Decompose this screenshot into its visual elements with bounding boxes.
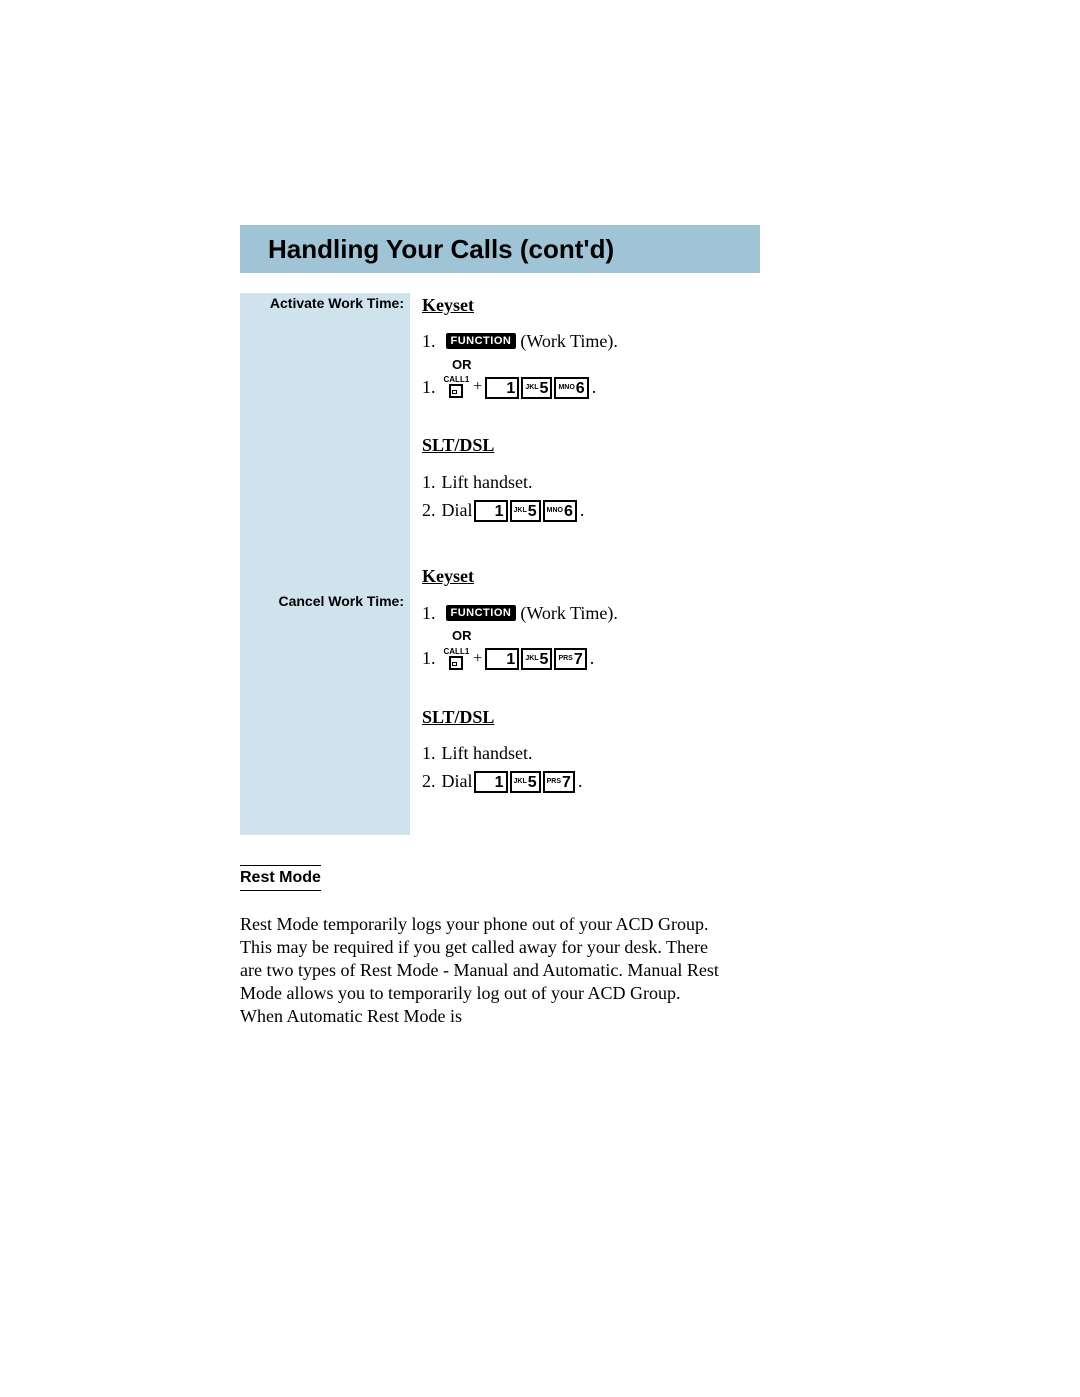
period: . xyxy=(580,498,585,522)
key-letters: MNO xyxy=(547,501,563,521)
heading-sltdsl: SLT/DSL xyxy=(422,705,840,729)
step-number: 1. xyxy=(422,329,436,353)
spacer xyxy=(422,675,840,705)
document-page: Handling Your Calls (cont'd) Activate Wo… xyxy=(240,225,840,1028)
step-number: 1. xyxy=(422,601,436,625)
step-number: 1. xyxy=(422,470,436,494)
key-digit: 1 xyxy=(495,773,504,793)
step-row: 1. Lift handset. xyxy=(422,741,840,765)
heading-rest-mode: Rest Mode xyxy=(240,865,321,891)
key-digit: 7 xyxy=(562,773,571,793)
dialpad-key-1: 1 xyxy=(485,648,519,670)
heading-sltdsl: SLT/DSL xyxy=(422,433,840,457)
call1-label: CALL1 xyxy=(444,648,470,656)
key-digit: 1 xyxy=(506,650,515,670)
step-row: 1. CALL1 + 1JKL5MNO6 . xyxy=(422,375,840,399)
key-sequence: 1JKL5PRS7 xyxy=(473,769,576,793)
step-row: 1. FUNCTION (Work Time). xyxy=(422,601,840,625)
key-digit: 5 xyxy=(528,773,537,793)
key-digit: 5 xyxy=(540,379,549,399)
key-digit: 7 xyxy=(574,650,583,670)
step-row: 2. Dial 1JKL5MNO6 . xyxy=(422,498,840,522)
dialpad-key-5: JKL5 xyxy=(521,377,552,399)
step-text: Lift handset. xyxy=(442,470,533,494)
left-column: Activate Work Time: Cancel Work Time: xyxy=(240,293,410,835)
title-bar: Handling Your Calls (cont'd) xyxy=(240,225,760,273)
function-key-icon: FUNCTION xyxy=(446,333,517,349)
spacer xyxy=(422,526,840,556)
key-sequence: 1JKL5MNO6 xyxy=(484,375,589,399)
step-text: (Work Time). xyxy=(520,329,618,353)
step-number: 2. xyxy=(422,769,436,793)
step-row: 1. Lift handset. xyxy=(422,470,840,494)
dialpad-key-5: JKL5 xyxy=(510,500,541,522)
step-row: 1. CALL1 + 1JKL5PRS7 . xyxy=(422,646,840,670)
plus-sign: + xyxy=(473,648,482,670)
step-number: 1. xyxy=(422,741,436,765)
key-digit: 6 xyxy=(564,502,573,522)
step-text: (Work Time). xyxy=(520,601,618,625)
call1-key-icon: CALL1 xyxy=(444,648,470,670)
key-digit: 5 xyxy=(540,650,549,670)
step-number: 2. xyxy=(422,498,436,522)
dialpad-key-6: MNO6 xyxy=(543,500,577,522)
call1-box-icon xyxy=(449,656,463,670)
call1-key-icon: CALL1 xyxy=(444,376,470,398)
period: . xyxy=(592,375,597,399)
period: . xyxy=(578,769,583,793)
label-activate-work-time: Activate Work Time: xyxy=(240,295,410,311)
key-digit: 1 xyxy=(506,379,515,399)
dialpad-key-1: 1 xyxy=(474,771,508,793)
key-letters: PRS xyxy=(558,649,572,669)
label-cancel-work-time: Cancel Work Time: xyxy=(240,593,410,609)
call1-label: CALL1 xyxy=(444,376,470,384)
dialpad-key-7: PRS7 xyxy=(543,771,575,793)
dialpad-key-5: JKL5 xyxy=(521,648,552,670)
spacer xyxy=(422,403,840,433)
key-digit: 6 xyxy=(576,379,585,399)
procedure-area: Activate Work Time: Cancel Work Time: Ke… xyxy=(240,293,840,835)
right-column: Keyset 1. FUNCTION (Work Time). OR 1. CA… xyxy=(410,293,840,835)
key-digit: 1 xyxy=(495,502,504,522)
spacer xyxy=(422,556,840,564)
rest-mode-body: Rest Mode temporarily logs your phone ou… xyxy=(240,913,720,1028)
function-key-icon: FUNCTION xyxy=(446,605,517,621)
dialpad-key-1: 1 xyxy=(485,377,519,399)
step-row: 1. FUNCTION (Work Time). xyxy=(422,329,840,353)
step-row: 2. Dial 1JKL5PRS7 . xyxy=(422,769,840,793)
rest-mode-heading-wrap: Rest Mode xyxy=(240,865,840,891)
key-letters: JKL xyxy=(525,378,538,398)
step-number: 1. xyxy=(422,646,436,670)
period: . xyxy=(590,646,595,670)
or-label: OR xyxy=(452,356,840,374)
plus-sign: + xyxy=(473,376,482,398)
key-letters: JKL xyxy=(525,649,538,669)
dialpad-key-5: JKL5 xyxy=(510,771,541,793)
heading-keyset: Keyset xyxy=(422,564,840,588)
dialpad-key-6: MNO6 xyxy=(554,377,588,399)
step-text: Dial xyxy=(442,498,473,522)
key-sequence: 1JKL5MNO6 xyxy=(473,498,578,522)
key-letters: MNO xyxy=(558,378,574,398)
step-text: Dial xyxy=(442,769,473,793)
key-sequence: 1JKL5PRS7 xyxy=(484,646,587,670)
dialpad-key-1: 1 xyxy=(474,500,508,522)
page-title: Handling Your Calls (cont'd) xyxy=(268,234,614,265)
or-label: OR xyxy=(452,627,840,645)
left-spacer xyxy=(240,311,410,593)
key-digit: 5 xyxy=(528,502,537,522)
key-letters: JKL xyxy=(514,772,527,792)
dialpad-key-7: PRS7 xyxy=(554,648,586,670)
heading-keyset: Keyset xyxy=(422,293,840,317)
call1-box-icon xyxy=(449,384,463,398)
step-number: 1. xyxy=(422,375,436,399)
key-letters: PRS xyxy=(547,772,561,792)
key-letters: JKL xyxy=(514,501,527,521)
step-text: Lift handset. xyxy=(442,741,533,765)
